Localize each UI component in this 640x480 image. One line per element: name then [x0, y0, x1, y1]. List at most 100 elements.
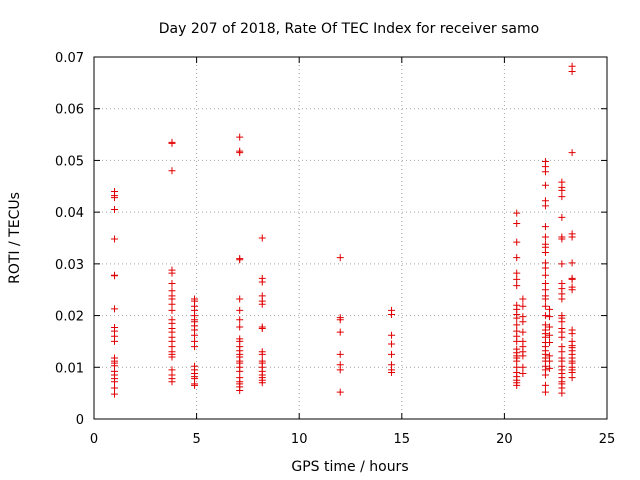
data-point	[336, 328, 344, 336]
data-point	[546, 357, 554, 365]
data-point	[558, 295, 566, 303]
data-point	[541, 181, 549, 189]
data-point	[513, 275, 521, 283]
data-point	[558, 235, 566, 243]
data-point	[388, 350, 396, 358]
data-point	[191, 331, 199, 339]
data-point	[513, 321, 521, 329]
data-point	[541, 264, 549, 272]
data-point	[236, 295, 244, 303]
data-point	[568, 259, 576, 267]
data-point	[513, 209, 521, 217]
data-point	[236, 306, 244, 314]
data-point	[541, 312, 549, 320]
data-point	[388, 368, 396, 376]
y-tick-label: 0.05	[55, 154, 84, 169]
data-point	[168, 353, 176, 361]
data-point	[168, 306, 176, 314]
data-point	[111, 305, 119, 313]
data-points	[111, 62, 576, 398]
data-point	[541, 223, 549, 231]
data-point	[568, 67, 576, 75]
data-point	[388, 331, 396, 339]
data-point	[258, 300, 266, 308]
data-point	[111, 235, 119, 243]
data-point	[336, 388, 344, 396]
data-point	[168, 378, 176, 386]
x-tick-label: 10	[291, 432, 308, 447]
data-point	[236, 256, 244, 264]
data-point	[546, 305, 554, 313]
data-point	[236, 149, 244, 157]
data-point	[236, 323, 244, 331]
data-point	[568, 374, 576, 382]
data-point	[513, 282, 521, 290]
y-tick-label: 0.02	[55, 310, 84, 325]
data-point	[513, 220, 521, 228]
x-axis-label: GPS time / hours	[291, 459, 408, 475]
data-point	[111, 390, 119, 398]
data-point	[336, 350, 344, 358]
data-point	[519, 302, 527, 310]
x-tick-label: 20	[496, 432, 513, 447]
data-point	[558, 213, 566, 221]
data-point	[541, 168, 549, 176]
y-tick-label: 0.03	[55, 258, 84, 273]
data-point	[168, 167, 176, 175]
data-point	[336, 366, 344, 374]
data-point	[541, 233, 549, 241]
data-point	[258, 379, 266, 387]
data-point	[541, 371, 549, 379]
data-point	[236, 316, 244, 324]
data-point	[541, 202, 549, 210]
data-point	[558, 186, 566, 194]
data-point	[541, 295, 549, 303]
data-point	[541, 381, 549, 389]
data-point	[541, 286, 549, 294]
data-point	[513, 254, 521, 262]
y-tick-label: 0	[76, 413, 84, 428]
data-point	[336, 316, 344, 324]
data-point	[541, 280, 549, 288]
data-point	[568, 275, 576, 283]
data-point	[546, 338, 554, 346]
data-point	[111, 378, 119, 386]
y-axis-label: ROTI / TECUs	[7, 192, 23, 284]
data-point	[168, 300, 176, 308]
data-point	[568, 286, 576, 294]
data-point	[546, 331, 554, 339]
data-point	[541, 248, 549, 256]
axis-ticks: 0 5 10 15 20 25 0 0.01 0.02 0.03 0.04 0.05 0.06 0.07	[55, 51, 615, 447]
data-point	[513, 357, 521, 365]
plot-frame	[93, 56, 608, 420]
data-point	[558, 348, 566, 356]
data-point	[519, 352, 527, 360]
data-point	[519, 369, 527, 377]
data-point	[541, 302, 549, 310]
data-point	[558, 318, 566, 326]
data-point	[519, 328, 527, 336]
data-point	[513, 381, 521, 389]
data-point	[558, 260, 566, 268]
data-point	[191, 343, 199, 351]
data-point	[513, 269, 521, 277]
data-point	[519, 363, 527, 371]
data-point	[519, 318, 527, 326]
data-point	[168, 280, 176, 288]
data-point	[111, 206, 119, 214]
y-tick-label: 0.04	[55, 206, 84, 221]
data-point	[558, 389, 566, 397]
data-point	[568, 330, 576, 338]
data-point	[546, 313, 554, 321]
data-point	[111, 337, 119, 345]
data-point	[388, 340, 396, 348]
grid-lines	[94, 57, 607, 419]
data-point	[258, 234, 266, 242]
data-point	[513, 314, 521, 322]
data-point	[568, 149, 576, 157]
data-point	[519, 295, 527, 303]
data-point	[111, 194, 119, 202]
data-point	[541, 388, 549, 396]
data-point	[258, 278, 266, 286]
